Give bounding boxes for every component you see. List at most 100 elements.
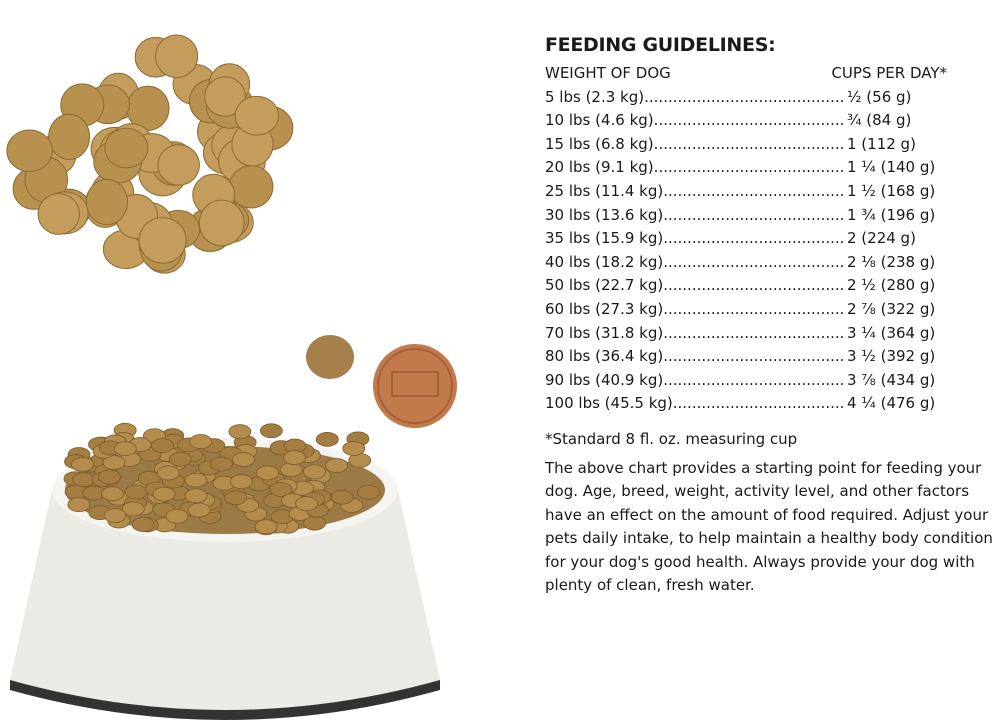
cups-per-day: ½ (56 g) — [847, 87, 912, 106]
kibble — [67, 497, 91, 513]
kibble — [165, 508, 189, 524]
kibble — [295, 496, 319, 512]
cups-per-day: 1 ¼ (140 g) — [847, 158, 936, 177]
dog-weight: 100 lbs (45.5 kg) — [545, 394, 673, 413]
table-row: 15 lbs (6.8 kg) 1 (112 g) — [545, 133, 947, 157]
kibble — [184, 488, 208, 504]
kibble — [224, 490, 248, 506]
kibble — [228, 165, 274, 209]
kibble — [104, 127, 149, 169]
table-row: 10 lbs (4.6 kg) ¾ (84 g) — [545, 109, 947, 133]
kibble — [254, 519, 278, 535]
kibble — [103, 508, 127, 524]
kibble — [152, 486, 176, 502]
dot-leader — [673, 392, 843, 416]
table-row: 40 lbs (18.2 kg) 2 ⅛ (238 g) — [545, 251, 947, 275]
product-photo — [6, 34, 457, 720]
table-row: 20 lbs (9.1 kg) 1 ¼ (140 g) — [545, 156, 947, 180]
kibble — [325, 458, 349, 473]
kibble — [259, 423, 283, 439]
dot-leader — [663, 227, 843, 251]
table-row: 90 lbs (40.9 kg) 3 ⅞ (434 g) — [545, 369, 947, 393]
kibble — [189, 434, 213, 449]
kibble — [269, 482, 293, 497]
dot-leader — [663, 204, 843, 228]
kibble — [157, 144, 200, 186]
dog-weight: 50 lbs (22.7 kg) — [545, 276, 664, 295]
kibble — [234, 95, 280, 136]
footnote: *Standard 8 fl. oz. measuring cup — [545, 429, 798, 448]
single-kibble — [306, 335, 354, 379]
table-row: 70 lbs (31.8 kg) 3 ¼ (364 g) — [545, 322, 947, 346]
dot-leader — [654, 109, 843, 133]
dog-weight: 15 lbs (6.8 kg) — [545, 134, 654, 153]
table-row: 100 lbs (45.5 kg) 4 ¼ (476 g) — [545, 392, 947, 416]
dog-weight: 35 lbs (15.9 kg) — [545, 229, 664, 248]
table-row: 80 lbs (36.4 kg) 3 ½ (392 g) — [545, 345, 947, 369]
cups-per-day: 2 (224 g) — [847, 229, 916, 248]
cups-per-day: 2 ½ (280 g) — [847, 276, 936, 295]
cups-per-day: 1 ¾ (196 g) — [847, 205, 936, 224]
dog-weight: 25 lbs (11.4 kg) — [545, 181, 664, 200]
kibble — [330, 489, 354, 505]
kibble — [342, 441, 366, 456]
kibble — [204, 76, 246, 117]
dog-weight: 40 lbs (18.2 kg) — [545, 252, 664, 271]
dog-weight: 80 lbs (36.4 kg) — [545, 347, 664, 366]
guidelines-title: FEEDING GUIDELINES: — [545, 34, 776, 56]
kibble — [315, 431, 339, 447]
table-row: 50 lbs (22.7 kg) 2 ½ (280 g) — [545, 274, 947, 298]
kibble — [85, 178, 129, 226]
cups-per-day: 1 (112 g) — [847, 134, 916, 153]
dog-bowl — [10, 422, 440, 720]
kibble — [279, 462, 303, 478]
dot-leader — [663, 345, 843, 369]
table-row: 30 lbs (13.6 kg) 1 ¾ (196 g) — [545, 204, 947, 228]
dot-leader — [663, 180, 843, 204]
kibble — [228, 424, 252, 440]
kibble — [6, 129, 53, 173]
kibble — [154, 34, 199, 79]
kibble — [198, 199, 245, 247]
dog-weight: 5 lbs (2.3 kg) — [545, 87, 645, 106]
kibble — [138, 217, 187, 264]
dog-weight: 10 lbs (4.6 kg) — [545, 111, 654, 130]
table-row: 35 lbs (15.9 kg) 2 (224 g) — [545, 227, 947, 251]
kibble — [229, 474, 253, 489]
dog-weight: 70 lbs (31.8 kg) — [545, 323, 664, 342]
penny-coin — [373, 344, 457, 428]
kibble — [113, 441, 137, 457]
dog-weight: 90 lbs (40.9 kg) — [545, 370, 664, 389]
dot-leader — [644, 86, 843, 110]
dot-leader — [663, 251, 843, 275]
kibble — [37, 193, 80, 235]
kibble-pile — [6, 34, 294, 274]
dog-weight: 60 lbs (27.3 kg) — [545, 299, 664, 318]
table-row: 25 lbs (11.4 kg) 1 ½ (168 g) — [545, 180, 947, 204]
kibble — [48, 113, 91, 160]
kibble — [357, 484, 380, 500]
dog-weight: 20 lbs (9.1 kg) — [545, 158, 654, 177]
cups-per-day: 1 ½ (168 g) — [847, 181, 936, 200]
kibble — [187, 502, 211, 518]
cups-column-header: CUPS PER DAY* — [831, 64, 947, 82]
kibble — [71, 457, 94, 472]
cups-per-day: ¾ (84 g) — [847, 111, 912, 130]
table-row: 5 lbs (2.3 kg) ½ (56 g) — [545, 86, 947, 110]
kibble — [184, 472, 208, 488]
dot-leader — [663, 322, 843, 346]
kibble — [101, 486, 124, 502]
kibble — [151, 438, 174, 453]
kibble — [124, 484, 148, 500]
dot-leader — [663, 298, 843, 322]
feeding-table: 5 lbs (2.3 kg) ½ (56 g) 10 lbs (4.6 kg) ¾ (… — [545, 86, 985, 416]
kibble — [121, 501, 145, 517]
cups-per-day: 3 ¼ (364 g) — [847, 323, 936, 342]
feeding-guidelines: FEEDING GUIDELINES: WEIGHT OF DOG CUPS P… — [545, 34, 993, 598]
dog-weight: 30 lbs (13.6 kg) — [545, 205, 664, 224]
kibble — [168, 451, 192, 467]
cups-per-day: 3 ½ (392 g) — [847, 347, 936, 366]
dot-leader — [663, 274, 843, 298]
kibble — [256, 465, 279, 481]
kibble — [97, 469, 121, 485]
